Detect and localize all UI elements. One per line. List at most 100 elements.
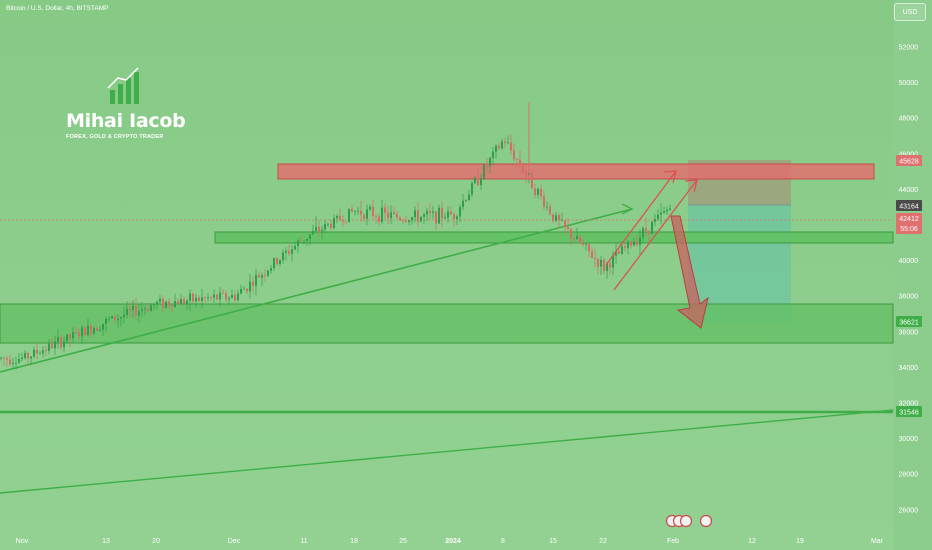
candle-body [237,293,239,301]
candle-body [162,298,164,308]
support-zone-upper[interactable] [214,231,894,244]
candle-body [36,349,38,354]
candle-body [288,250,290,254]
candle-body [138,311,140,316]
candle-body [243,288,245,290]
long-trendline[interactable] [0,409,894,494]
candle-body [225,293,227,300]
price-axis-tick: 28000 [899,472,919,479]
watermark-tagline: FOREX, GOLD & CRYPTO TRADER [66,134,164,140]
bar-chart-logo-icon [107,67,139,104]
candle-body [444,217,446,219]
candle-body [501,141,503,149]
candle-body [618,251,620,255]
down-arrow-shape [670,215,709,329]
candle-body [105,318,107,324]
candle-body [498,145,500,149]
candle-body [93,328,95,334]
candle-body [363,214,365,219]
candle-body [159,298,161,302]
resistance-zone[interactable] [277,163,875,180]
candle-body [6,358,8,360]
candle-body [126,308,128,316]
candle-body [546,206,548,208]
time-axis-tick: 11 [300,538,307,545]
price-axis-tick: 44000 [899,187,919,194]
candle-body [33,349,35,357]
candle-body [579,235,581,244]
us-flag-icon[interactable] [699,514,713,528]
ascending-trendline[interactable] [0,208,633,373]
candle-body [102,323,104,330]
candle-body [417,210,419,222]
candle-body [120,317,122,319]
rising-channel-drawing[interactable] [605,170,698,291]
candle-body [552,214,554,221]
candle-body [261,275,263,278]
candle-body [144,308,146,310]
candle-body [381,207,383,223]
candle-body [336,215,338,219]
candle-body [99,329,101,331]
candle-body [663,211,665,213]
candle-body [306,238,308,241]
time-axis-tick: Feb [667,538,679,545]
channel-bottom-line [613,179,698,291]
candle-body [414,210,416,218]
event-markers[interactable] [665,514,713,528]
candle-body [375,216,377,217]
price-axis-tick: 50000 [899,80,919,87]
candle-body [354,211,356,212]
candle-body [18,359,20,363]
channel-bottom-arrowhead [684,179,698,193]
candle-body [9,359,11,365]
candle-body [273,258,275,269]
svg-text:45628: 45628 [899,159,919,166]
candle-body [267,270,269,276]
candlestick-series[interactable] [0,102,671,370]
candle-body [69,334,71,339]
candle-body [582,243,584,245]
svg-text:31546: 31546 [899,410,919,417]
candle-body [264,275,266,277]
candle-body [537,188,539,195]
candle-body [132,305,134,311]
candle-body [81,327,83,337]
us-flag-icon[interactable] [679,514,693,528]
time-axis[interactable]: Nov 13 20 Dec 11 18 25 2024 8 15 22 Feb 12 19 Mar [16,538,884,545]
candle-body [309,234,311,239]
candle-body [168,301,170,306]
candle-body [633,241,635,246]
candle-body [216,294,218,300]
candle-body [612,255,614,268]
currency-button[interactable]: USD [894,3,926,21]
candle-body [594,257,596,259]
symbol-title[interactable]: Bitcoin / U.S. Dollar, 4h, BITSTAMP [6,5,109,12]
bearish-projection-arrow[interactable] [670,215,709,329]
candle-body [228,297,230,300]
candle-body [510,142,512,151]
candle-body [549,206,551,215]
candle-body [480,178,482,186]
candle-body [12,363,14,365]
channel-top-arrowhead [663,170,677,184]
candle-body [465,200,467,202]
candle-body [252,281,254,286]
candle-body [282,252,284,260]
price-label-stop: 36621 [896,316,922,327]
candle-body [165,301,167,308]
time-axis-tick: 13 [102,538,110,545]
candle-body [492,151,494,158]
candle-body [255,274,257,286]
candle-body [57,337,59,342]
candle-body [372,206,374,217]
candle-body [495,145,497,152]
candle-body [171,305,173,307]
candle-body [63,341,65,348]
candle-body [432,211,434,213]
time-axis-tick: 19 [796,538,804,545]
candle-body [522,166,524,173]
candle-body [462,200,464,208]
price-axis-tick: 48000 [899,116,919,123]
